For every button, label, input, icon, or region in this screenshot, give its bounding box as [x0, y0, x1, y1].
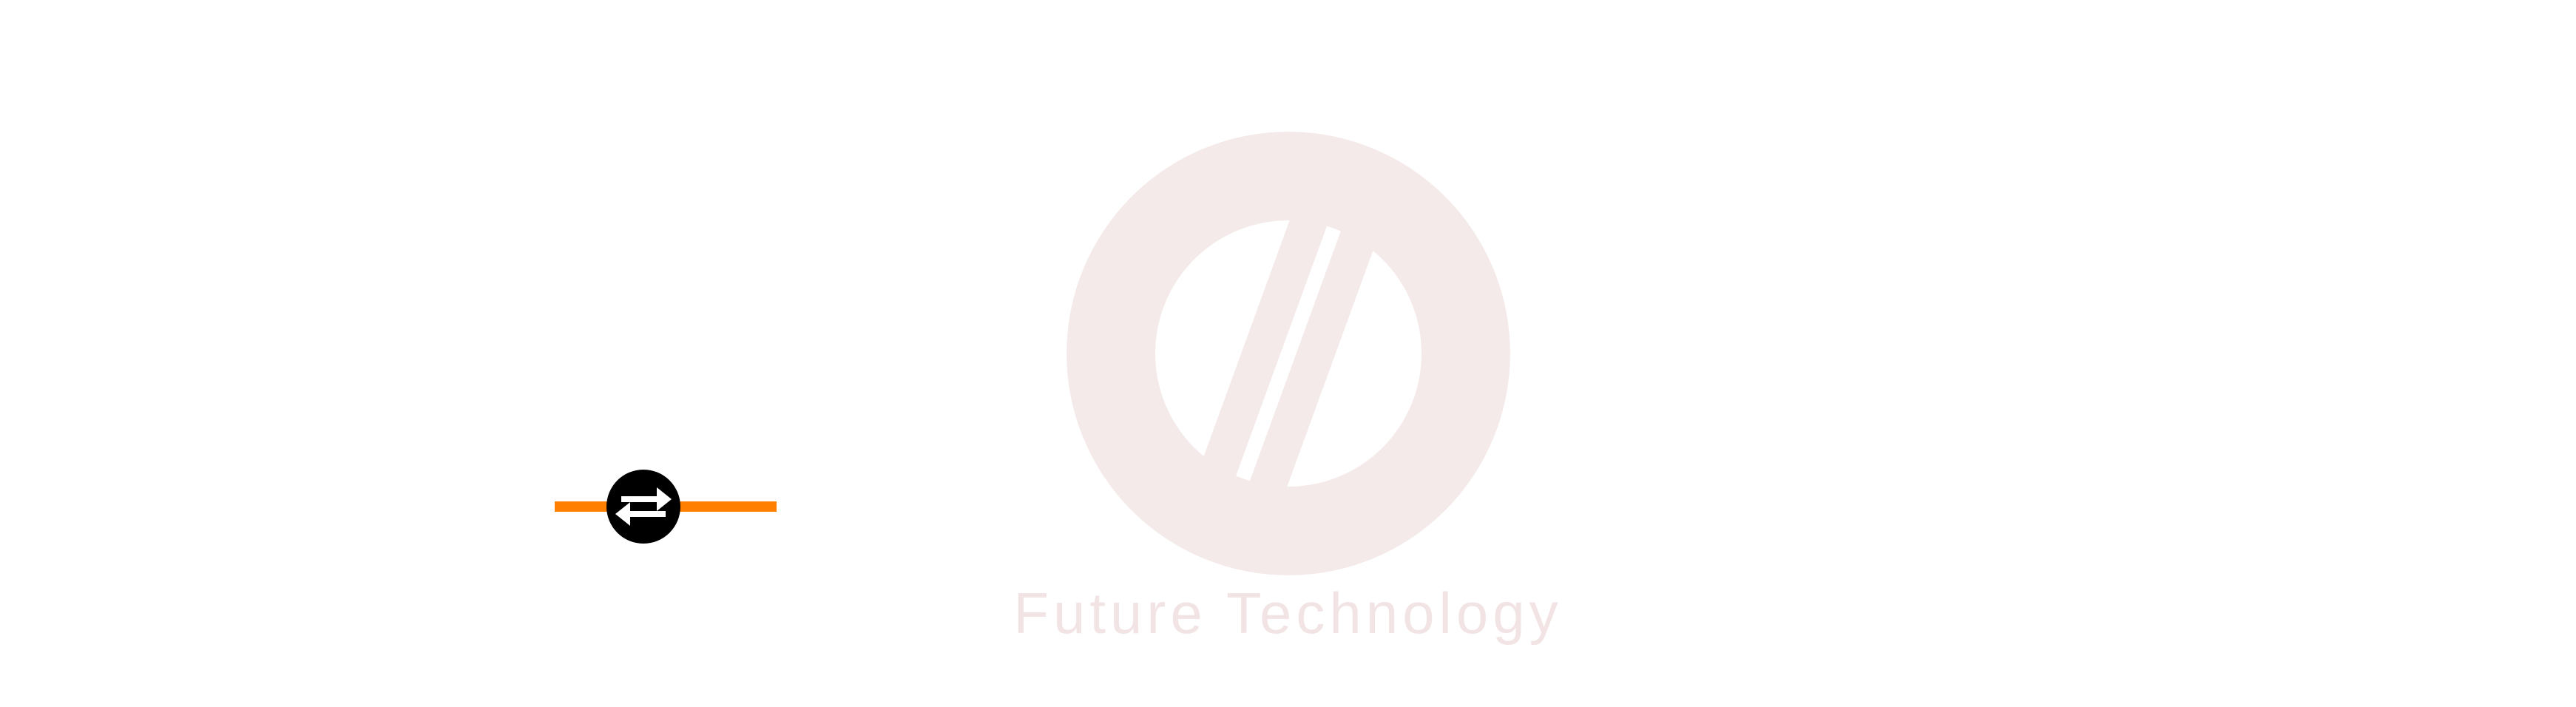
fiber-icon-0	[606, 470, 680, 544]
network-diagram: Console/NMS LNK SPD LNK SPD LNK SPD LNK …	[0, 0, 2576, 707]
